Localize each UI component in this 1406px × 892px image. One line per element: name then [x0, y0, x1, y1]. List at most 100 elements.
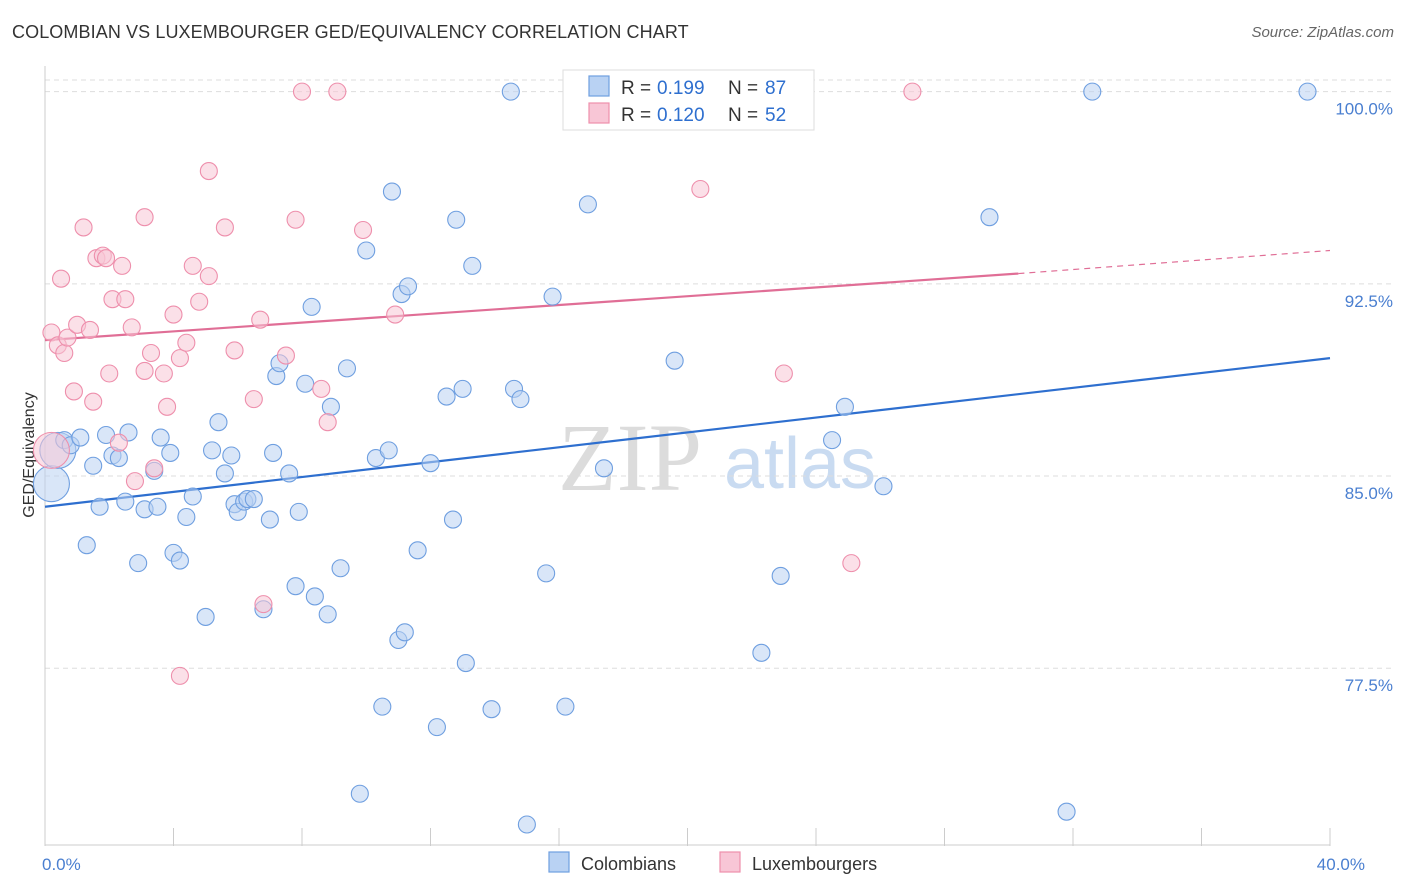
data-point-s0-20: [170, 551, 189, 570]
data-point-s1-16: [109, 433, 128, 452]
data-point-s0-64: [453, 379, 472, 398]
data-point-s0-26: [215, 464, 234, 483]
data-point-s0-27: [222, 446, 241, 465]
data-point-s0-39: [286, 577, 305, 596]
data-point-s0-13: [129, 554, 148, 573]
data-point-s0-86: [1298, 82, 1317, 101]
data-point-s0-65: [456, 654, 475, 673]
data-point-s0-42: [302, 297, 321, 316]
y-tick-label-2: 85.0%: [1345, 484, 1393, 503]
data-point-s0-81: [835, 397, 854, 416]
data-point-s1-39: [254, 595, 273, 614]
data-point-s1-37: [244, 390, 263, 409]
legend-r-label-2: R =: [621, 105, 651, 126]
trend-lines: [44, 249, 1331, 508]
data-point-s0-32: [244, 490, 263, 509]
data-point-s1-44: [318, 413, 337, 432]
data-point-s1-10: [84, 392, 103, 411]
data-point-s0-16: [148, 497, 167, 516]
data-point-s1-41: [286, 210, 305, 229]
data-point-s1-18: [116, 290, 135, 309]
data-point-s0-17: [151, 428, 170, 447]
trend-line-1: [44, 272, 1019, 342]
data-point-s0-62: [443, 510, 463, 529]
data-point-s0-49: [357, 241, 376, 260]
data-point-s1-50: [842, 554, 861, 573]
data-point-s0-11: [116, 492, 135, 511]
data-point-s0-5: [77, 536, 96, 555]
data-point-s0-71: [517, 815, 536, 834]
data-point-s1-9: [80, 320, 100, 339]
data-point-s1-8: [74, 218, 93, 237]
data-point-s0-43: [305, 587, 324, 606]
data-point-s0-24: [203, 441, 222, 460]
data-point-s0-21: [177, 507, 196, 527]
legend-n-value-1: 87: [765, 78, 786, 99]
data-point-s1-35: [215, 218, 234, 237]
trend-line-0: [44, 357, 1331, 508]
data-point-s0-59: [421, 454, 440, 473]
data-point-s0-67: [482, 700, 501, 719]
data-point-s0-40: [289, 502, 308, 521]
data-point-s1-21: [135, 208, 154, 227]
legend-r-label-1: R =: [621, 78, 651, 99]
data-point-s1-20: [125, 472, 144, 491]
data-point-s0-51: [373, 697, 392, 716]
data-point-s0-35: [264, 443, 283, 462]
x-tick-label-1: 40.0%: [1317, 855, 1365, 874]
data-point-s0-10: [109, 449, 128, 468]
data-point-s0-23: [196, 607, 215, 626]
data-point-s0-79: [771, 566, 790, 585]
legend-n-label-1: N =: [728, 78, 758, 99]
data-point-s0-48: [350, 784, 369, 803]
data-point-s1-38: [251, 310, 270, 329]
data-point-s0-85: [1083, 82, 1102, 101]
data-point-s1-14: [100, 364, 119, 383]
bottom-legend-label-colombians: Colombians: [581, 854, 676, 874]
y-tick-labels: 100.0% 92.5% 85.0% 77.5%: [1335, 100, 1393, 696]
data-point-s0-72: [537, 564, 556, 583]
data-points: [32, 82, 1317, 834]
trend-line-dashed-1: [1018, 249, 1331, 275]
legend-r-value-2: 0.120: [657, 105, 705, 126]
data-point-s1-24: [145, 459, 164, 478]
data-point-s0-63: [447, 210, 466, 229]
data-point-s0-34: [260, 510, 279, 529]
data-point-s0-73: [543, 287, 562, 306]
data-point-s1-46: [353, 220, 373, 240]
data-point-s1-26: [158, 397, 177, 416]
data-point-s1-45: [328, 82, 347, 101]
data-point-s1-33: [199, 162, 218, 181]
data-point-s0-44: [318, 605, 337, 624]
data-point-s1-29: [170, 349, 189, 368]
watermark-zip: ZIP: [558, 404, 702, 511]
y-tick-label-0: 100.0%: [1335, 100, 1393, 119]
bottom-legend: Colombians Luxembourgers: [548, 851, 877, 874]
y-tick-label-1: 92.5%: [1345, 292, 1393, 311]
data-point-s0-4: [71, 428, 90, 447]
data-point-s1-49: [774, 364, 793, 383]
data-point-s1-48: [691, 179, 710, 199]
data-point-s0-57: [398, 277, 418, 296]
data-point-s1-22: [135, 361, 154, 380]
data-point-s0-77: [665, 351, 684, 370]
data-point-s0-83: [980, 208, 999, 227]
data-point-s1-4: [55, 343, 74, 363]
data-point-s0-47: [337, 359, 357, 378]
data-point-s1-47: [386, 305, 405, 324]
data-point-s0-52: [379, 441, 398, 460]
data-point-s1-27: [164, 305, 183, 324]
data-point-s1-3: [52, 269, 71, 288]
legend-swatch-colombians: [588, 75, 610, 97]
watermark-atlas: atlas: [724, 424, 876, 504]
data-point-s1-43: [312, 379, 331, 398]
data-point-s0-82: [874, 477, 893, 496]
data-point-s1-19: [122, 318, 141, 337]
data-point-s0-74: [556, 697, 575, 716]
data-point-s1-34: [199, 267, 218, 286]
data-point-s1-6: [64, 382, 83, 401]
data-point-s1-0: [32, 431, 70, 469]
data-point-s0-22: [183, 487, 202, 506]
data-point-s0-41: [296, 374, 315, 393]
y-tick-label-3: 77.5%: [1345, 676, 1393, 695]
